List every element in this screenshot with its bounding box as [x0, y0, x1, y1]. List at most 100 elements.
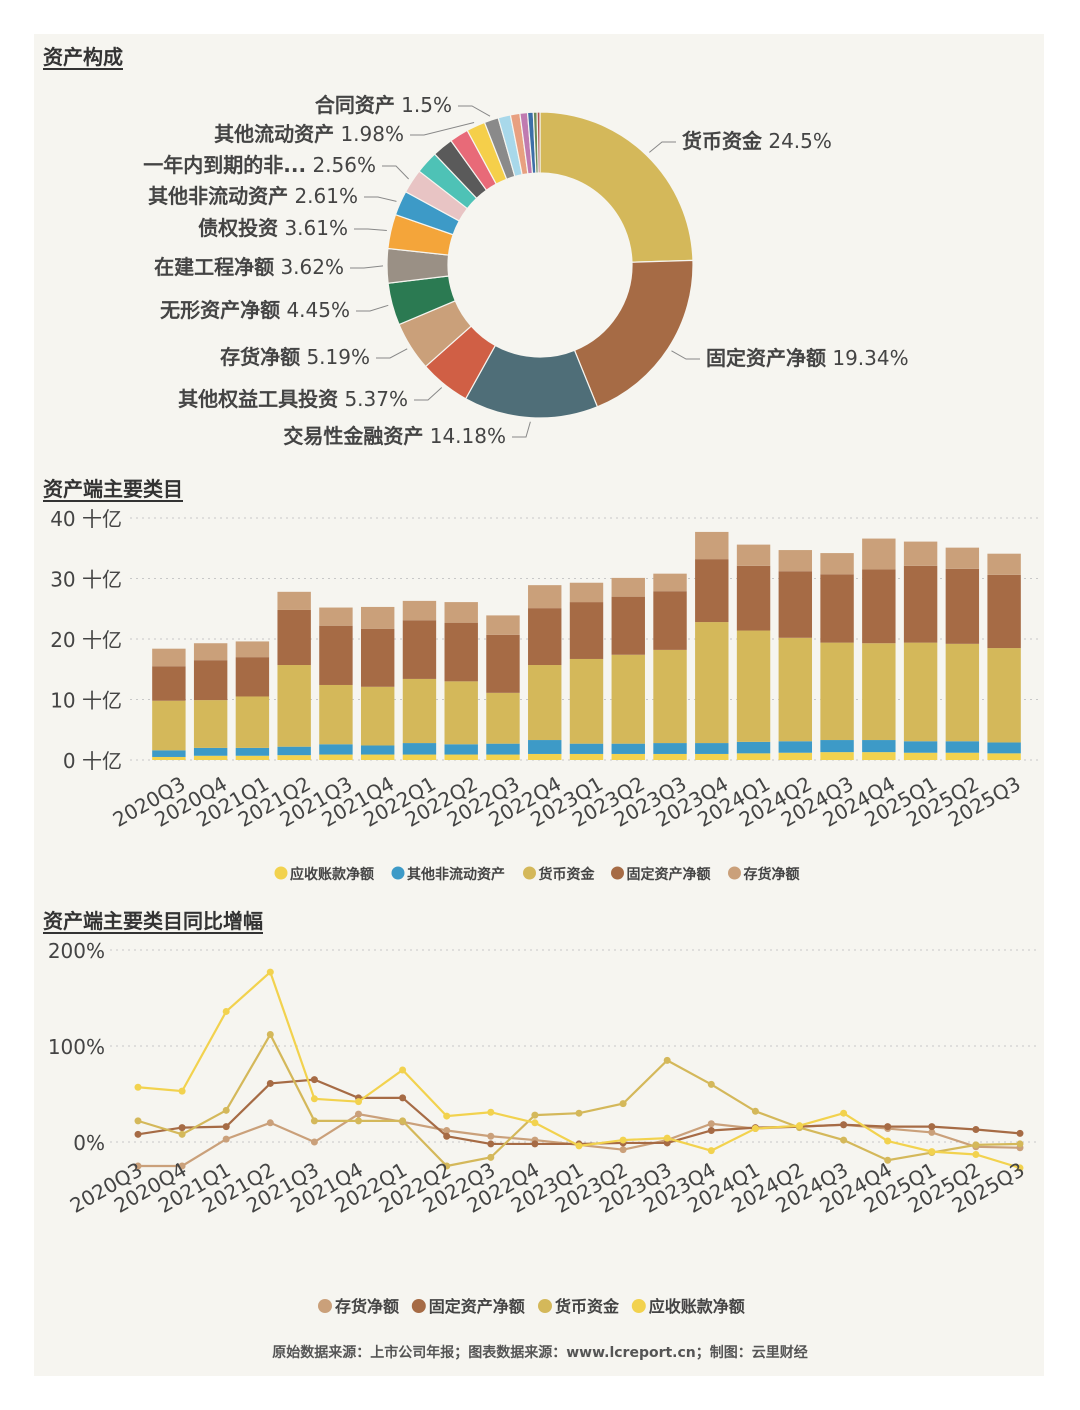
line-point-3-1	[178, 1087, 186, 1095]
bar-segment-4-4	[319, 607, 353, 626]
bar-segment-4-19	[945, 547, 980, 569]
line-point-2-2	[222, 1106, 230, 1114]
bar-legend-marker-0	[274, 866, 288, 880]
bar-segment-4-14	[736, 544, 771, 566]
bar-segment-3-2	[235, 657, 270, 697]
bar-segment-2-9	[528, 665, 562, 741]
pie-leader-line-7	[354, 228, 387, 232]
pie-leader-line-1	[671, 350, 700, 360]
line-point-1-13	[707, 1126, 715, 1134]
bar-segment-2-11	[611, 654, 645, 744]
bar-segment-2-10	[569, 658, 604, 744]
pie-label-name: 债权投资	[198, 216, 278, 240]
bar-segment-3-8	[486, 634, 520, 693]
line-legend-marker-2	[538, 1299, 552, 1313]
line-point-0-4	[310, 1138, 318, 1146]
bar-segment-3-18	[903, 565, 938, 643]
pie-label-7: 债权投资 3.61%	[198, 216, 348, 240]
pie-label-4: 存货净额 5.19%	[220, 345, 370, 369]
pie-label-8: 其他非流动资产 2.61%	[148, 184, 358, 208]
line-point-1-17	[884, 1123, 892, 1131]
bar-segment-3-4	[319, 625, 353, 685]
bar-segment-4-5	[360, 606, 395, 629]
bar-segment-2-17	[862, 643, 896, 741]
bar-segment-3-10	[569, 602, 604, 659]
pie-leader-line-13	[410, 122, 475, 136]
line-point-3-10	[575, 1142, 583, 1150]
bar-segment-2-2	[235, 696, 270, 748]
pie-leader-line-3	[414, 387, 443, 401]
bar-segment-2-14	[736, 630, 771, 742]
pie-label-9: 一年内到期的非... 2.56%	[143, 153, 376, 177]
line-point-2-20	[1016, 1140, 1024, 1148]
bar-segment-0-4	[319, 754, 353, 760]
line-y-tick-label: 0%	[73, 1131, 105, 1155]
bar-segment-3-3	[277, 609, 311, 666]
pie-label-value: 14.18%	[423, 424, 506, 448]
line-point-2-14	[751, 1107, 759, 1115]
line-point-0-11	[619, 1146, 627, 1154]
bar-segment-3-20	[987, 574, 1021, 649]
bar-segment-2-18	[903, 642, 938, 742]
pie-leader-line-5	[356, 304, 389, 312]
pie-leader-line-4	[376, 348, 408, 359]
line-point-1-0	[134, 1130, 142, 1138]
line-point-0-5	[355, 1110, 362, 1118]
bar-segment-0-19	[945, 752, 980, 760]
bar-segment-3-17	[862, 569, 896, 644]
bar-y-tick-label: 20 十亿	[50, 628, 122, 652]
line-point-3-16	[840, 1109, 848, 1117]
pie-label-value: 2.56%	[306, 153, 376, 177]
bar-segment-4-11	[611, 577, 645, 597]
line-point-3-13	[707, 1147, 715, 1155]
bar-legend-marker-2	[523, 866, 536, 880]
pie-label-value: 5.19%	[300, 345, 370, 369]
bar-segment-0-13	[695, 753, 729, 760]
line-point-3-18	[928, 1148, 936, 1156]
line-point-3-9	[531, 1119, 539, 1127]
line-point-0-7	[443, 1126, 451, 1134]
line-point-3-19	[972, 1150, 980, 1158]
bar-segment-3-19	[945, 568, 980, 644]
bar-segment-4-20	[987, 553, 1021, 575]
pie-label-name: 其他流动资产	[214, 122, 334, 146]
bar-legend-label-0: 应收账款净额	[290, 866, 374, 883]
pie-label-name: 货币资金	[682, 129, 763, 153]
bar-segment-4-12	[653, 573, 687, 592]
bar-legend-label-1: 其他非流动资产	[407, 866, 505, 883]
line-legend-label-3: 应收账款净额	[649, 1297, 745, 1316]
bar-segment-4-10	[569, 582, 604, 603]
bar-segment-0-9	[528, 753, 562, 760]
line-point-0-2	[222, 1135, 230, 1143]
line-point-3-3	[266, 968, 274, 976]
bar-y-tick-label: 0 十亿	[63, 749, 122, 773]
line-point-1-19	[972, 1126, 980, 1134]
bar-segment-1-11	[611, 743, 645, 754]
bar-segment-3-9	[528, 608, 562, 666]
bar-segment-2-20	[987, 648, 1021, 743]
bar-segment-1-0	[152, 750, 186, 757]
pie-slice-20	[536, 111, 541, 174]
bar-segment-1-13	[695, 743, 729, 754]
bar-legend-marker-4	[728, 866, 741, 880]
bar-segment-1-2	[235, 747, 270, 756]
bar-legend-marker-3	[611, 866, 624, 880]
pie-leader-line-14	[458, 105, 491, 117]
pie-label-name: 固定资产净额	[706, 346, 826, 370]
line-legend-label-1: 固定资产净额	[429, 1297, 525, 1316]
line-point-0-3	[266, 1119, 274, 1127]
bar-segment-3-15	[778, 571, 813, 638]
line-point-3-8	[487, 1108, 495, 1116]
line-legend-marker-1	[411, 1299, 426, 1313]
bar-segment-0-14	[736, 753, 771, 760]
pie-label-name: 合同资产	[315, 93, 395, 117]
line-point-2-5	[355, 1117, 362, 1125]
pie-leader-line-8	[364, 196, 397, 202]
line-point-2-4	[310, 1117, 318, 1125]
line-point-3-6	[399, 1066, 407, 1074]
pie-label-13: 其他流动资产 1.98%	[214, 122, 404, 146]
bar-segment-2-15	[778, 637, 813, 742]
line-point-2-11	[619, 1100, 627, 1108]
line-legend-marker-3	[631, 1299, 646, 1313]
